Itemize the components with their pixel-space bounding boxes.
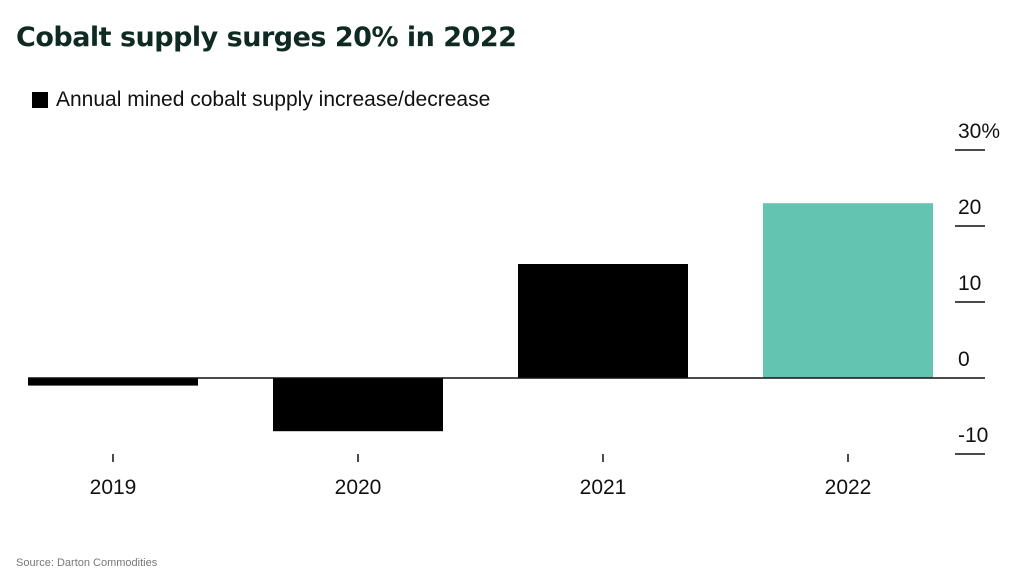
x-tick-label-2021: 2021 [580, 476, 627, 499]
y-tick-label--10: -10 [958, 424, 988, 447]
legend-swatch [32, 92, 48, 108]
bar-2020 [273, 378, 443, 432]
x-tick-label-2020: 2020 [335, 476, 382, 499]
legend: Annual mined cobalt supply increase/decr… [32, 88, 490, 112]
legend-label: Annual mined cobalt supply increase/decr… [56, 88, 491, 111]
x-tick-label-2019: 2019 [90, 476, 137, 499]
x-tick-label-2022: 2022 [825, 476, 872, 499]
bar-2019 [28, 378, 198, 386]
bar-2022 [763, 203, 933, 378]
bar-2021 [518, 264, 688, 378]
source-note: Source: Darton Commodities [16, 557, 158, 569]
y-tick-label-30: 30% [958, 120, 1000, 143]
chart-title: Cobalt supply surges 20% in 2022 [16, 22, 517, 53]
y-tick-label-0: 0 [958, 348, 970, 371]
y-tick-label-20: 20 [958, 196, 981, 219]
y-tick-label-10: 10 [958, 272, 981, 295]
